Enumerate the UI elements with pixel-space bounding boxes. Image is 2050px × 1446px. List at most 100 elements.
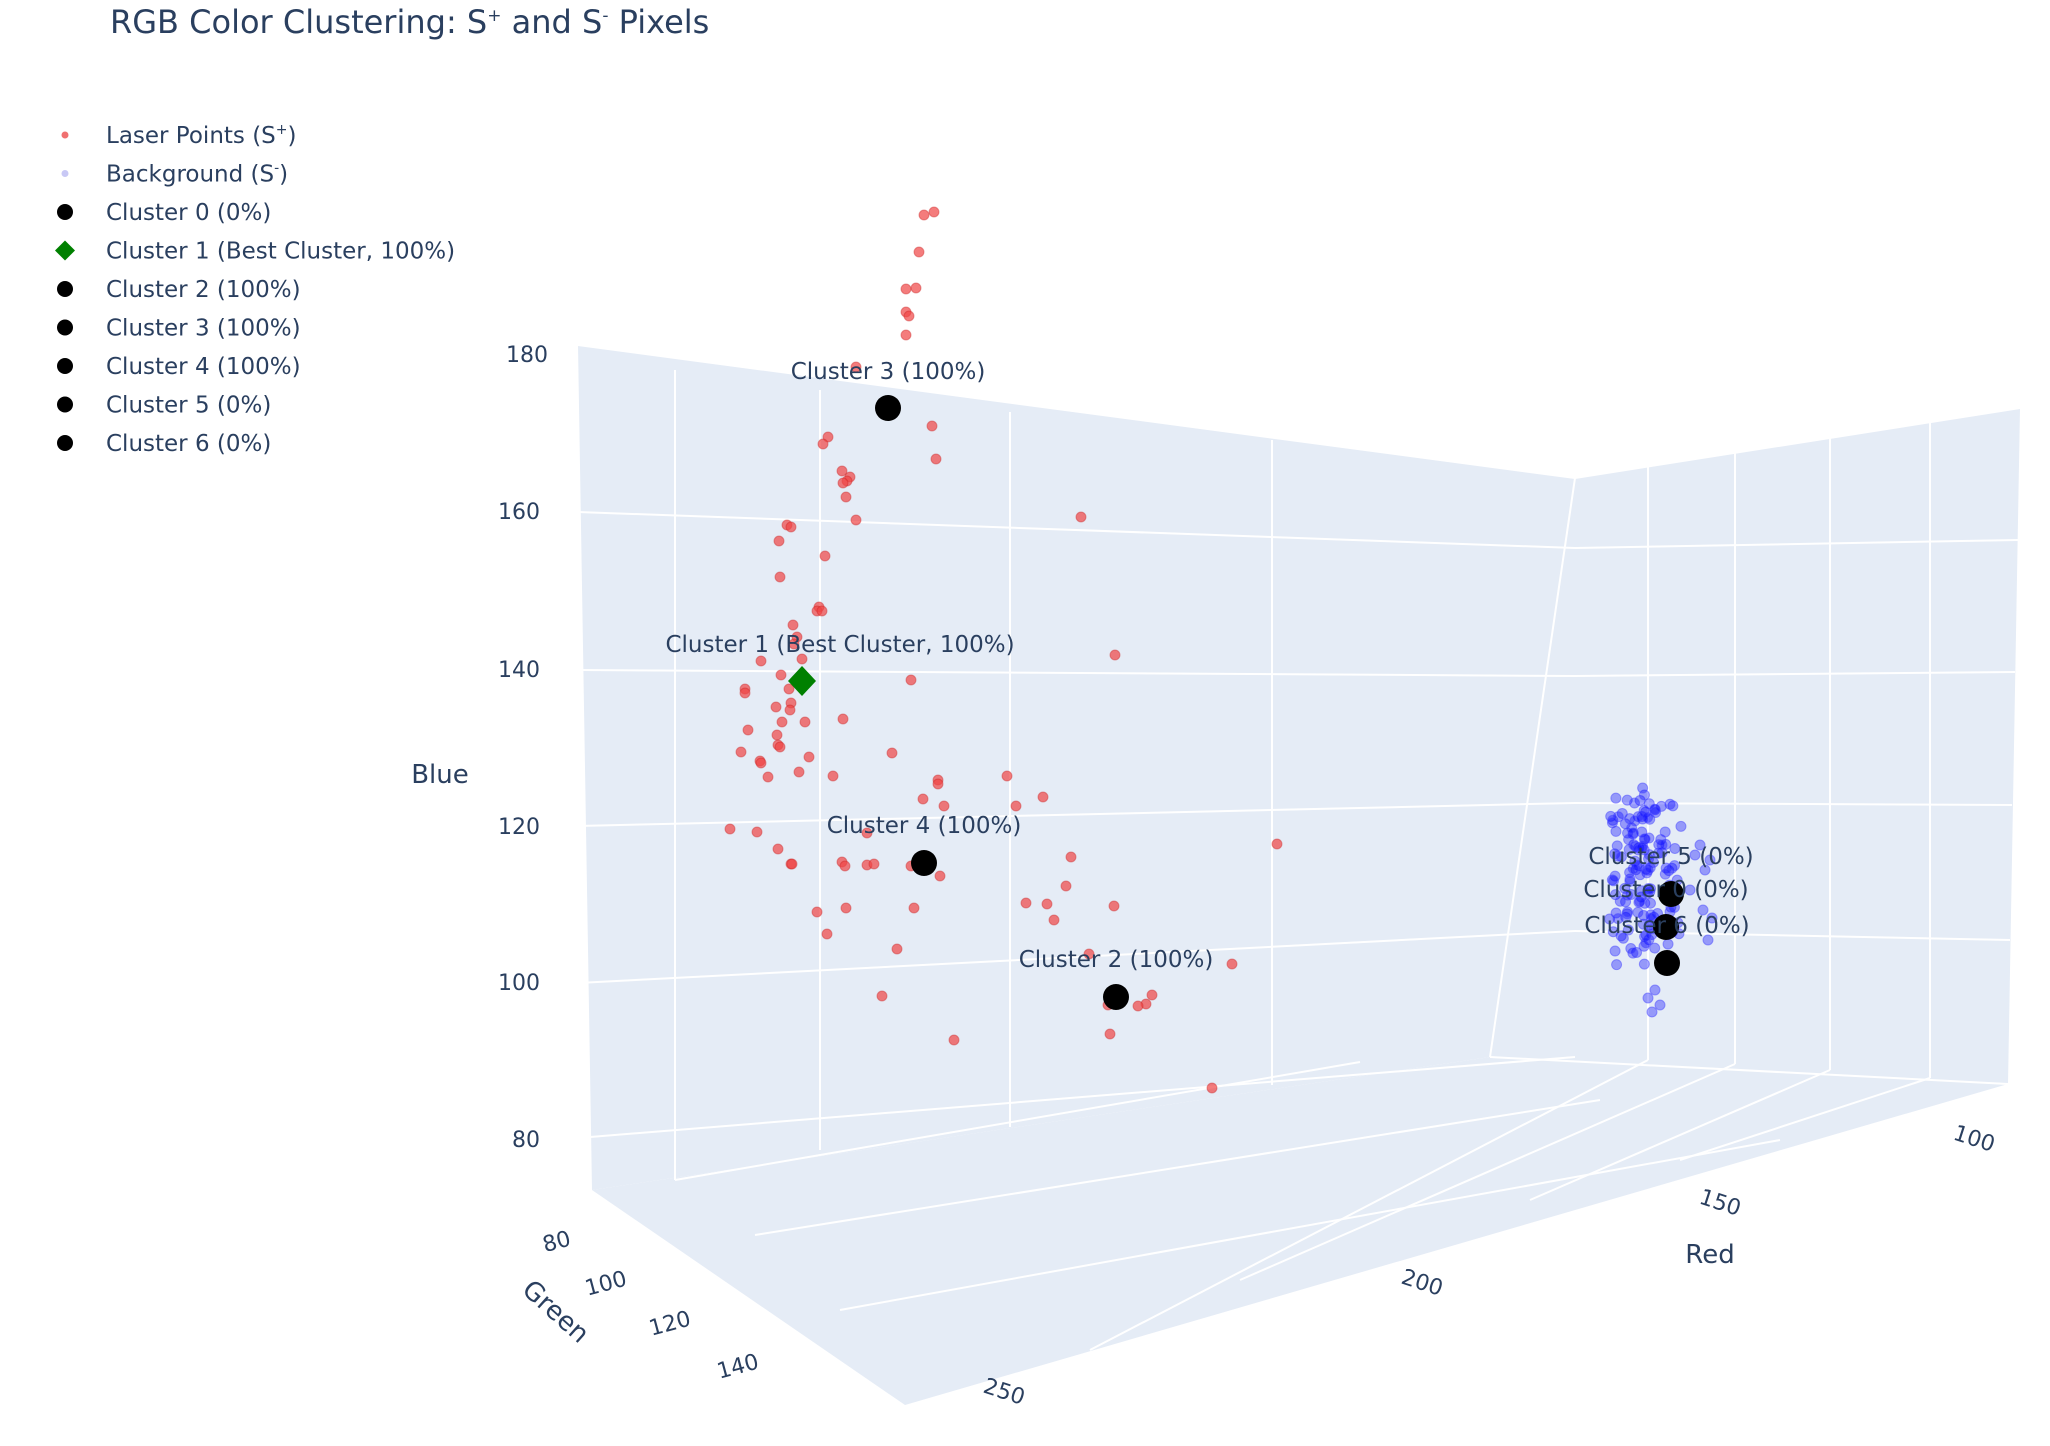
laser-point [784, 704, 796, 716]
cluster-annotation: Cluster 6 (0%) [1584, 913, 1749, 939]
background-point [1660, 838, 1672, 850]
background-point [1625, 943, 1637, 955]
legend-label: Cluster 6 (0%) [106, 431, 271, 457]
laser-point [850, 361, 862, 373]
laser-point [1226, 958, 1238, 970]
x-tick-label: 150 [1696, 1185, 1744, 1222]
background-point [1649, 942, 1661, 954]
laser-point [787, 619, 799, 631]
laser-point [776, 716, 788, 728]
laser-point [948, 1034, 960, 1046]
laser-point [822, 431, 834, 443]
x-tick-label: 250 [980, 1374, 1028, 1411]
laser-point [811, 906, 823, 918]
x-tick-label: 100 [1950, 1121, 1998, 1158]
laser-point [1048, 914, 1060, 926]
cluster-2-marker [1103, 984, 1129, 1010]
grid-lines [577, 344, 2021, 1351]
background-point [1604, 913, 1616, 925]
background-point [1634, 895, 1646, 907]
laser-point [783, 683, 795, 695]
grid-left-h [577, 511, 1576, 549]
legend-marker [55, 240, 75, 261]
grid-left-h [577, 344, 1576, 479]
laser-point [819, 550, 831, 562]
laser-point [772, 843, 784, 855]
legend-marker [61, 170, 69, 177]
laser-point [930, 453, 942, 465]
background-point [1645, 912, 1657, 924]
x-tick-label: 200 [1398, 1265, 1446, 1302]
background-point [1611, 840, 1623, 852]
background-point [1644, 897, 1656, 909]
background-point [1654, 999, 1666, 1011]
grid-left-h [577, 802, 1576, 827]
background-point [1612, 913, 1624, 925]
laser-point [742, 724, 754, 736]
background-point [1649, 984, 1661, 996]
laser-point [793, 766, 805, 778]
cluster-annotation: Cluster 2 (100%) [1019, 947, 1214, 973]
laser-point [817, 438, 829, 450]
grid-left-h [577, 930, 1576, 984]
background-point [1632, 906, 1644, 918]
background-point [1644, 862, 1656, 874]
background-point [1702, 934, 1714, 946]
background-point [1640, 937, 1652, 949]
background-point [1643, 832, 1655, 844]
cluster-markers [788, 395, 1684, 1010]
background-point [1697, 904, 1709, 916]
background-point [1631, 946, 1643, 958]
background-point [1669, 842, 1681, 854]
background-point [1629, 797, 1641, 809]
laser-point [799, 716, 811, 728]
background-point [1629, 815, 1641, 827]
laser-point [910, 282, 922, 294]
legend: Laser Points (S+) Background (S-) Cluster … [55, 122, 455, 457]
plot-panes [578, 345, 2020, 1405]
laser-point [932, 778, 944, 790]
laser-point [913, 246, 925, 258]
background-point [1610, 792, 1622, 804]
grid-floor [1679, 1077, 1931, 1161]
z-tick-label: 140 [498, 658, 540, 683]
background-point [1636, 842, 1648, 854]
pane-floor [592, 1057, 2008, 1405]
grid-floor [1089, 1059, 1649, 1351]
background-point [1706, 912, 1718, 924]
legend-item: Background (S-) [61, 161, 288, 188]
legend-label: Laser Points (S+) [106, 122, 297, 149]
laser-point [905, 674, 917, 686]
laser-point [886, 747, 898, 759]
background-point [1606, 817, 1618, 829]
laser-point [938, 800, 950, 812]
laser-point [735, 746, 747, 758]
background-point [1624, 875, 1636, 887]
background-point [1647, 856, 1659, 868]
legend-label: Cluster 5 (0%) [106, 393, 271, 419]
chart-title: RGB Color Clustering: S+ and S- Pixels [110, 3, 709, 41]
background-point [1659, 868, 1671, 880]
laser-point [827, 770, 839, 782]
legend-item: Cluster 4 (100%) [57, 354, 301, 380]
legend-label: Background (S-) [106, 161, 288, 188]
cluster-annotation: Cluster 3 (100%) [791, 359, 986, 385]
legend-label: Cluster 1 (Best Cluster, 100%) [106, 239, 455, 265]
background-point [1627, 863, 1639, 875]
legend-item: Cluster 0 (0%) [57, 200, 271, 226]
cluster-1-marker [788, 666, 816, 696]
cluster-annotations: Cluster 3 (100%) Cluster 1 (Best Cluster,… [665, 359, 1753, 973]
laser-point [1075, 511, 1087, 523]
legend-item: Cluster 5 (0%) [57, 393, 271, 419]
laser-point [837, 713, 849, 725]
z-tick-label: 160 [498, 500, 540, 525]
legend-label: Cluster 0 (0%) [106, 200, 271, 226]
grid-left-h [577, 1056, 1576, 1139]
legend-item: Cluster 6 (0%) [57, 431, 271, 457]
background-point [1637, 782, 1649, 794]
laser-point [739, 687, 751, 699]
laser-point [928, 206, 940, 218]
laser-point [762, 771, 774, 783]
